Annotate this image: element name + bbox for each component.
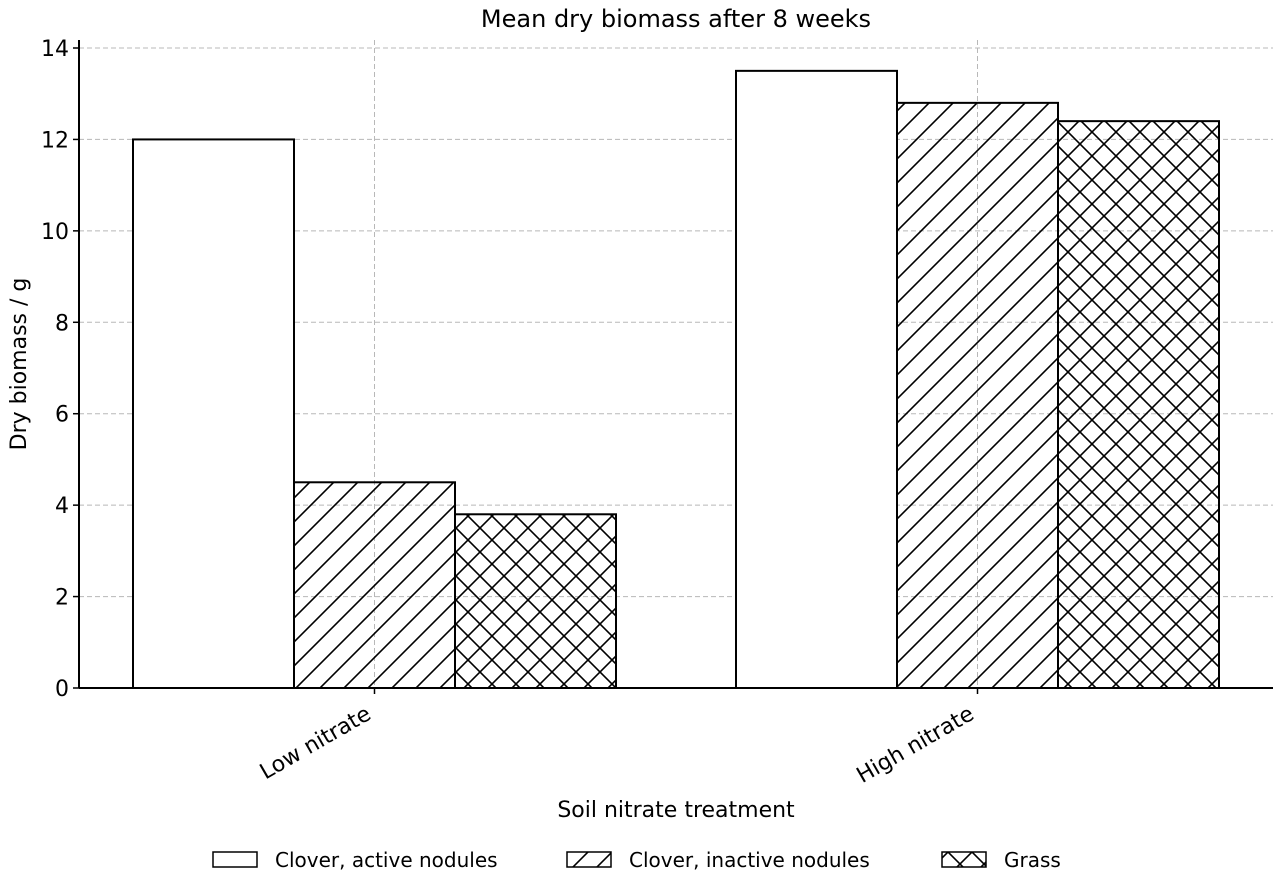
y-ticks: 0 2 4 6 8 10 12 14 [41, 37, 79, 702]
x-category-label-0: Low nitrate [256, 702, 376, 785]
y-tick-label-7: 14 [41, 37, 69, 62]
chart-title: Mean dry biomass after 8 weeks [481, 5, 871, 33]
bar-0-2 [454, 513, 617, 689]
y-tick-label-1: 2 [55, 586, 69, 611]
legend: Clover, active nodules Clover, inactive n… [212, 848, 1061, 872]
bar-0-0 [132, 138, 295, 689]
y-tick-label-0: 0 [55, 677, 69, 702]
bar-1-2 [1057, 120, 1220, 689]
y-tick-label-6: 12 [41, 128, 69, 153]
legend-label-0: Clover, active nodules [275, 848, 498, 872]
bars [132, 69, 1220, 690]
legend-swatch-0 [212, 851, 258, 868]
y-tick-label-3: 6 [55, 403, 69, 428]
x-axis-title: Soil nitrate treatment [557, 798, 795, 823]
axes [78, 40, 1273, 689]
x-category-label-1: High nitrate [853, 702, 979, 789]
bar-0-1 [293, 481, 456, 689]
y-axis-title: Dry biomass / g [7, 278, 32, 451]
legend-swatch-2 [941, 851, 987, 868]
bar-1-0 [735, 69, 898, 690]
y-tick-label-4: 8 [55, 311, 69, 336]
bar-1-1 [896, 101, 1059, 690]
y-tick-label-2: 4 [55, 494, 69, 519]
y-tick-label-5: 10 [41, 220, 69, 245]
legend-label-2: Grass [1004, 848, 1061, 872]
legend-swatch-1 [566, 851, 612, 868]
legend-label-1: Clover, inactive nodules [629, 848, 870, 872]
x-category-labels: Low nitrate High nitrate [256, 688, 979, 789]
